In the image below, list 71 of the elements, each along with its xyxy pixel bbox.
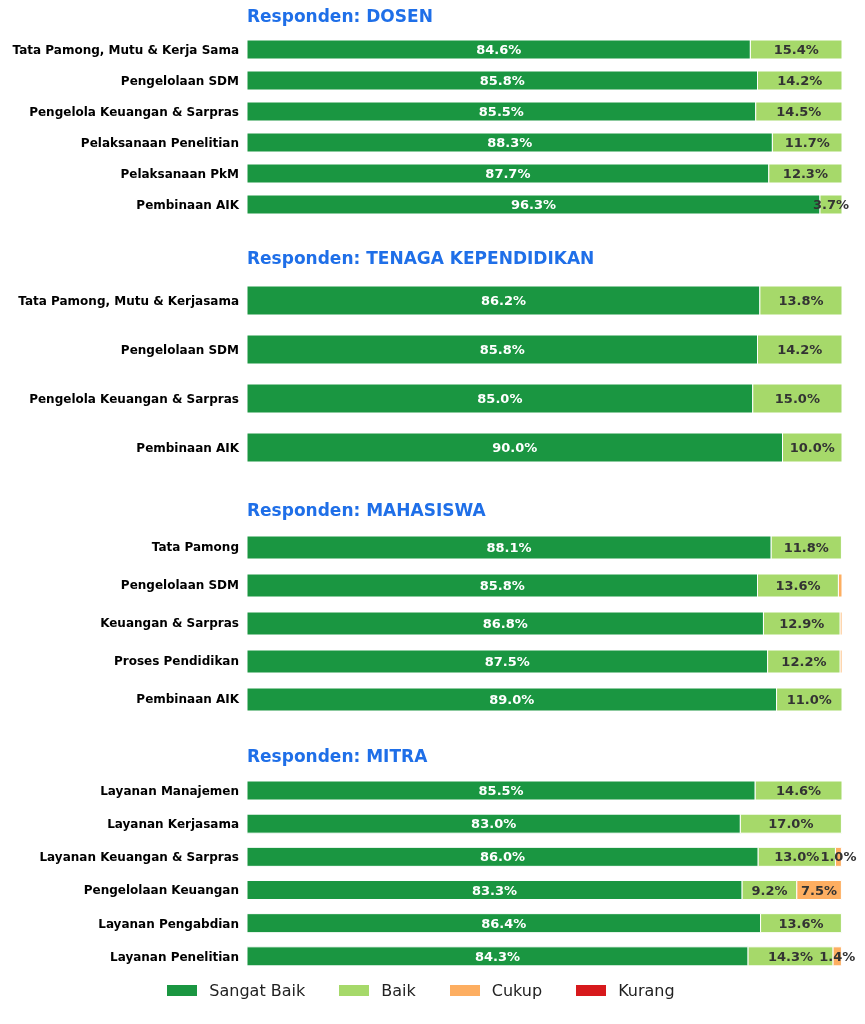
data-label: 14.3% xyxy=(768,948,814,964)
data-label: 13.8% xyxy=(778,293,824,308)
y-tick-label: Proses Pendidikan xyxy=(113,654,239,669)
data-label: 83.0% xyxy=(471,816,517,832)
data-label: 96.3% xyxy=(510,197,557,212)
data-label: 17.0% xyxy=(768,816,814,832)
y-tick-label: Layanan Penelitian xyxy=(110,949,239,964)
chart-title: Responden: TENAGA KEPENDIDIKAN xyxy=(246,247,596,270)
y-tick-label: Pembinaan AIK xyxy=(136,692,240,707)
data-label: 86.4% xyxy=(481,915,527,931)
data-label: 10.0% xyxy=(789,440,835,455)
data-label: 84.6% xyxy=(476,42,522,57)
data-label: 89.0% xyxy=(489,692,535,707)
data-label: 13.0% xyxy=(774,849,820,865)
y-tick-label: Keuangan & Sarpras xyxy=(100,616,239,631)
data-label: 88.1% xyxy=(486,540,532,555)
data-label: 85.8% xyxy=(479,578,525,593)
chart-title: Responden: DOSEN xyxy=(246,5,434,28)
data-label: 83.3% xyxy=(472,882,518,898)
data-label: 12.3% xyxy=(782,166,828,181)
y-tick-label: Pengelolaan SDM xyxy=(120,73,239,88)
data-label: 13.6% xyxy=(775,578,821,593)
legend-label: Baik xyxy=(381,981,416,1000)
data-label: 14.5% xyxy=(776,104,822,119)
y-tick-label: Tata Pamong, Mutu & Kerjasama xyxy=(18,293,239,308)
data-label: 14.6% xyxy=(776,783,822,798)
y-tick-label: Pembinaan AIK xyxy=(136,197,240,212)
data-label: 13.6% xyxy=(778,915,824,931)
chart-title: Responden: MAHASISWA xyxy=(246,499,487,522)
data-label: 85.8% xyxy=(479,73,525,88)
y-tick-label: Pengelola Keuangan & Sarpras xyxy=(29,104,239,119)
legend-label: Sangat Baik xyxy=(209,981,306,1000)
y-tick-label: Layanan Manajemen xyxy=(100,783,239,798)
y-tick-label: Layanan Pengabdian xyxy=(98,916,239,931)
y-tick-label: Layanan Kerjasama xyxy=(107,817,239,832)
data-label: 90.0% xyxy=(492,440,538,455)
y-tick-label: Pembinaan AIK xyxy=(136,440,240,455)
data-label: 11.8% xyxy=(783,540,829,555)
data-label: 15.4% xyxy=(773,42,819,57)
data-label: 9.2% xyxy=(751,882,788,898)
data-label: 87.5% xyxy=(484,654,530,669)
data-label: 85.5% xyxy=(478,783,524,798)
y-tick-label: Pengelolaan Keuangan xyxy=(83,883,239,898)
data-label: 88.3% xyxy=(487,135,533,150)
data-label: 85.5% xyxy=(478,104,524,119)
y-tick-label: Tata Pamong xyxy=(151,540,239,555)
y-tick-label: Pelaksanaan PkM xyxy=(120,166,239,181)
data-label: 7.5% xyxy=(801,882,838,898)
legend-label: Cukup xyxy=(491,981,543,1000)
chart-title: Responden: MITRA xyxy=(246,745,429,768)
data-label: 11.0% xyxy=(786,692,832,707)
data-label: 14.2% xyxy=(777,73,823,88)
y-tick-label: Tata Pamong, Mutu & Kerja Sama xyxy=(12,42,239,57)
data-label: 12.9% xyxy=(779,616,825,631)
data-label: 85.8% xyxy=(479,342,525,357)
data-label: 87.7% xyxy=(485,166,531,181)
data-label: 15.0% xyxy=(774,391,820,406)
y-tick-label: Pengelola Keuangan & Sarpras xyxy=(29,391,239,406)
legend-label: Kurang xyxy=(618,981,675,1000)
y-tick-label: Layanan Keuangan & Sarpras xyxy=(39,850,239,865)
data-label: 86.8% xyxy=(482,616,528,631)
data-label: 86.0% xyxy=(480,849,526,865)
data-label: 84.3% xyxy=(474,948,521,964)
data-label: 85.0% xyxy=(477,391,523,406)
y-tick-label: Pelaksanaan Penelitian xyxy=(80,135,239,150)
y-tick-label: Pengelolaan SDM xyxy=(120,342,239,357)
data-label: 14.2% xyxy=(777,342,823,357)
data-label: 12.2% xyxy=(781,654,827,669)
data-label: 11.7% xyxy=(784,135,830,150)
y-tick-label: Pengelolaan SDM xyxy=(120,578,239,593)
data-label: 86.2% xyxy=(480,293,526,308)
